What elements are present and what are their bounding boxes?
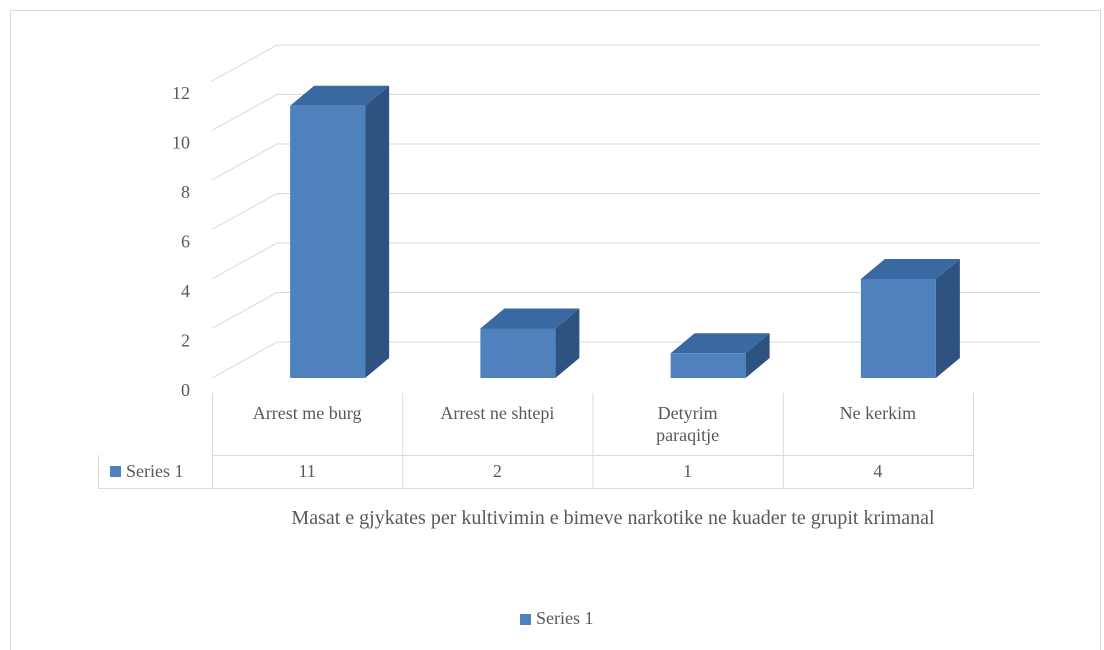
bar [670, 333, 770, 378]
bar-top [480, 308, 580, 329]
y-tick-label: 10 [172, 133, 190, 153]
grid-line [211, 44, 1040, 82]
bar [860, 259, 960, 378]
y-tick-label: 8 [181, 182, 190, 202]
bar-side [555, 308, 580, 378]
data-table-value: 4 [873, 461, 882, 481]
x-tick-label: Detyrim paraqitje [656, 403, 720, 445]
bar-side [745, 333, 770, 378]
grid-line [211, 143, 1040, 181]
bar-front [290, 105, 366, 378]
bar [480, 308, 580, 378]
y-tick-label: 0 [181, 380, 190, 400]
legend-label: Series 1 [536, 608, 594, 628]
grid-line [211, 341, 1040, 379]
data-table-key [110, 466, 121, 477]
x-axis-title: Masat e gjykates per kultivimin e bimeve… [291, 507, 935, 529]
grid-line [211, 292, 1040, 329]
x-tick-label: Arrest ne shtepi [440, 403, 555, 423]
y-tick-label: 2 [181, 331, 190, 351]
bar-side [935, 259, 960, 378]
data-table-value: 1 [683, 461, 692, 481]
y-tick-label: 4 [181, 281, 190, 301]
bar-top [670, 333, 770, 354]
bar-top [860, 259, 960, 279]
data-table-series: Series 1 [126, 461, 184, 481]
bar-front [860, 279, 936, 378]
x-tick-label: Ne kerkim [839, 403, 917, 423]
legend-key [520, 614, 531, 625]
grid-line [211, 193, 1040, 230]
bar-side [365, 85, 390, 378]
grid-line [211, 94, 1040, 131]
data-table-value: 11 [298, 461, 315, 481]
bar-top [290, 85, 390, 106]
grid-line [211, 242, 1040, 280]
x-tick-label: Arrest me burg [252, 403, 362, 423]
y-tick-label: 6 [181, 232, 190, 252]
bar-front [480, 328, 556, 378]
bar-front [670, 353, 746, 378]
data-table-value: 2 [493, 461, 502, 481]
bar [290, 85, 390, 378]
y-tick-label: 12 [172, 83, 190, 103]
